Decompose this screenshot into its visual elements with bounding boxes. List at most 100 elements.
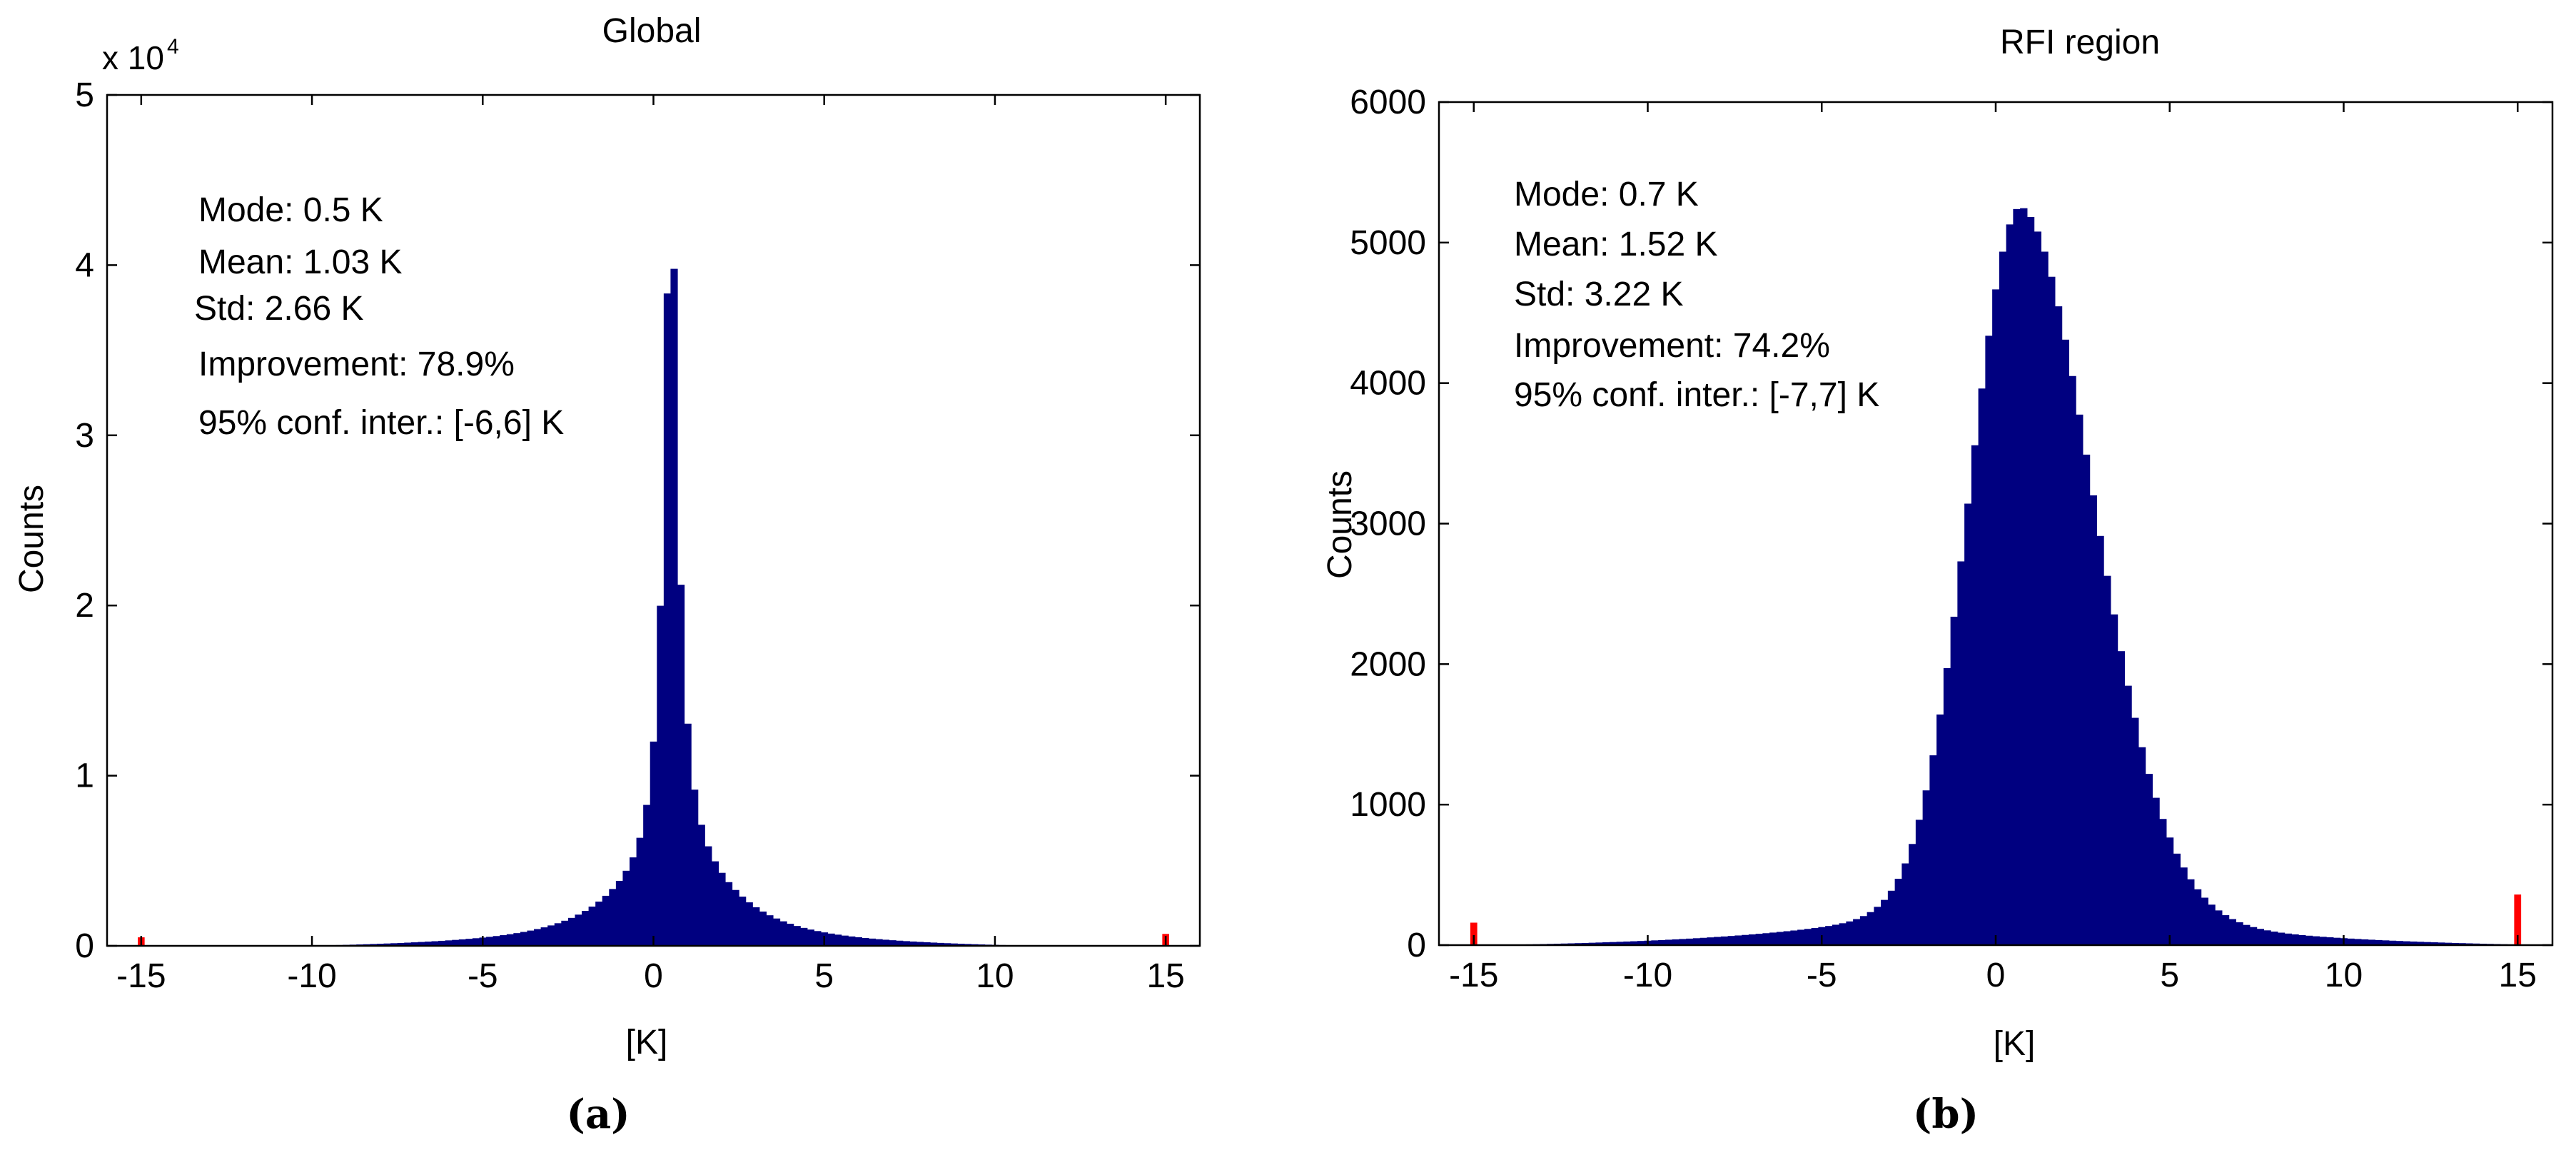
chart-a-bar [527, 930, 535, 946]
chart-b-bar [1992, 289, 2000, 945]
chart-b-bar [2271, 932, 2278, 945]
chart-b-bar [1623, 941, 1631, 945]
chart-b-bar [2054, 306, 2063, 945]
chart-a-bar [964, 944, 972, 946]
chart-b-bar [1575, 943, 1582, 945]
chart-b-bar [2444, 942, 2453, 945]
chart-a-bar [691, 790, 699, 946]
chart-b-caption: (b) [1913, 1091, 1979, 1138]
chart-b-bar [2430, 942, 2438, 945]
chart-b-bar [2410, 941, 2418, 945]
chart-b-bar [1797, 929, 1805, 945]
chart-b-ylabel: Counts [1321, 470, 1359, 579]
chart-b-bar [2034, 231, 2041, 945]
chart-a-bar [602, 895, 610, 946]
chart-a-bar [909, 941, 917, 946]
chart-b-bar [1881, 899, 1889, 945]
chart-a-bar [452, 939, 460, 946]
chart-b-bar [1630, 941, 1638, 945]
chart-a-bar [684, 723, 692, 946]
chart-b-bar [1922, 790, 1930, 945]
chart-a-bar [500, 935, 507, 946]
chart-b-bar [2103, 575, 2111, 945]
chart-b-bar [2388, 940, 2397, 945]
chart-a-bar [588, 907, 596, 946]
chart-a-bar [772, 918, 781, 946]
chart-b-bar [1595, 942, 1603, 945]
chart-a-exponent-power: 4 [167, 35, 179, 59]
chart-b-bar [2187, 879, 2195, 945]
chart-a-bar [397, 942, 405, 946]
chart-a-bar [718, 872, 726, 946]
chart-a-bar [609, 889, 617, 946]
chart-b-bar [1581, 942, 1590, 945]
chart-b-xtick-label: -5 [1807, 957, 1837, 994]
chart-b-xtick-label: 15 [2499, 957, 2537, 994]
chart-a-exponent-base: x 10 [102, 39, 164, 76]
chart-b-bar [1714, 937, 1722, 945]
chart-a-bar [732, 889, 739, 946]
chart-a-bar [636, 837, 644, 946]
chart-a-bar [677, 585, 685, 946]
chart-a-ylabel: Counts [13, 485, 51, 593]
chart-b-bar [1776, 932, 1784, 945]
chart-a-bar [787, 924, 794, 946]
chart-b-bar [2145, 774, 2153, 945]
chart-b-bar [1762, 933, 1770, 945]
chart-a-bar [739, 897, 747, 946]
chart-b-bar [2360, 939, 2369, 945]
chart-a-bar [418, 942, 425, 946]
chart-a-bar [848, 936, 856, 946]
chart-b-bar [1692, 938, 1701, 945]
chart-a-bar [759, 911, 767, 946]
chart-a-bar [643, 805, 651, 946]
chart-b-bar [2173, 853, 2181, 945]
chart-b-ytick-label: 1000 [1350, 786, 1426, 824]
chart-a-bar [582, 911, 590, 946]
chart-a-bar [567, 917, 576, 946]
chart-b-ytick-label: 6000 [1350, 84, 1426, 121]
panel-a: Global x 10 4 Counts -15 -10 -5 0 5 10 15012345… [13, 12, 1201, 1138]
chart-a-bar [868, 938, 877, 946]
chart-a-bar [650, 741, 657, 946]
chart-b-bar [1825, 926, 1833, 945]
chart-b-bar [2382, 940, 2390, 945]
chart-b-bar [2193, 889, 2202, 945]
chart-b-bar [2298, 934, 2306, 945]
chart-a-bar [889, 940, 896, 946]
chart-b-bar [2041, 251, 2049, 945]
chart-a-bar [622, 870, 630, 946]
chart-a-bar [458, 939, 466, 946]
chart-b-bar [1867, 912, 1874, 945]
chart-b-outlier-bar [2514, 894, 2522, 945]
chart-a-stat-mean: Mean: 1.03 K [198, 243, 403, 281]
chart-a-bar [875, 939, 883, 946]
chart-a-bar [472, 938, 480, 946]
chart-a-bar [424, 942, 433, 946]
chart-b-bar [2395, 941, 2403, 945]
chart-b-bar [1915, 819, 1924, 945]
chart-a-bar [923, 942, 931, 946]
chart-a-bar [814, 931, 822, 946]
chart-b-bar [2124, 685, 2132, 945]
chart-b-xtick-label: 0 [1986, 957, 2006, 994]
chart-b-title: RFI region [2000, 24, 2160, 61]
chart-a-bar [506, 934, 514, 946]
chart-b-bar [1790, 930, 1798, 945]
chart-b-bar [2159, 819, 2167, 945]
chart-a-bar [882, 939, 890, 946]
chart-b-outlier-bar [1470, 922, 1478, 945]
chart-a-stat-confidence: 95% conf. inter.: [-6,6] K [198, 404, 564, 442]
chart-b-bar [1839, 923, 1847, 945]
chart-b-bar [1699, 937, 1707, 945]
chart-b-bar [1588, 942, 1596, 945]
chart-a-bar [930, 942, 938, 946]
chart-a-bar [704, 846, 712, 946]
chart-b-bar [2243, 924, 2251, 945]
chart-a-bar [376, 944, 385, 946]
chart-b-bar [1672, 939, 1680, 945]
chart-b-bar [2256, 929, 2264, 945]
chart-a-ytick-label: 1 [75, 757, 94, 795]
chart-b-bar [2312, 936, 2320, 945]
